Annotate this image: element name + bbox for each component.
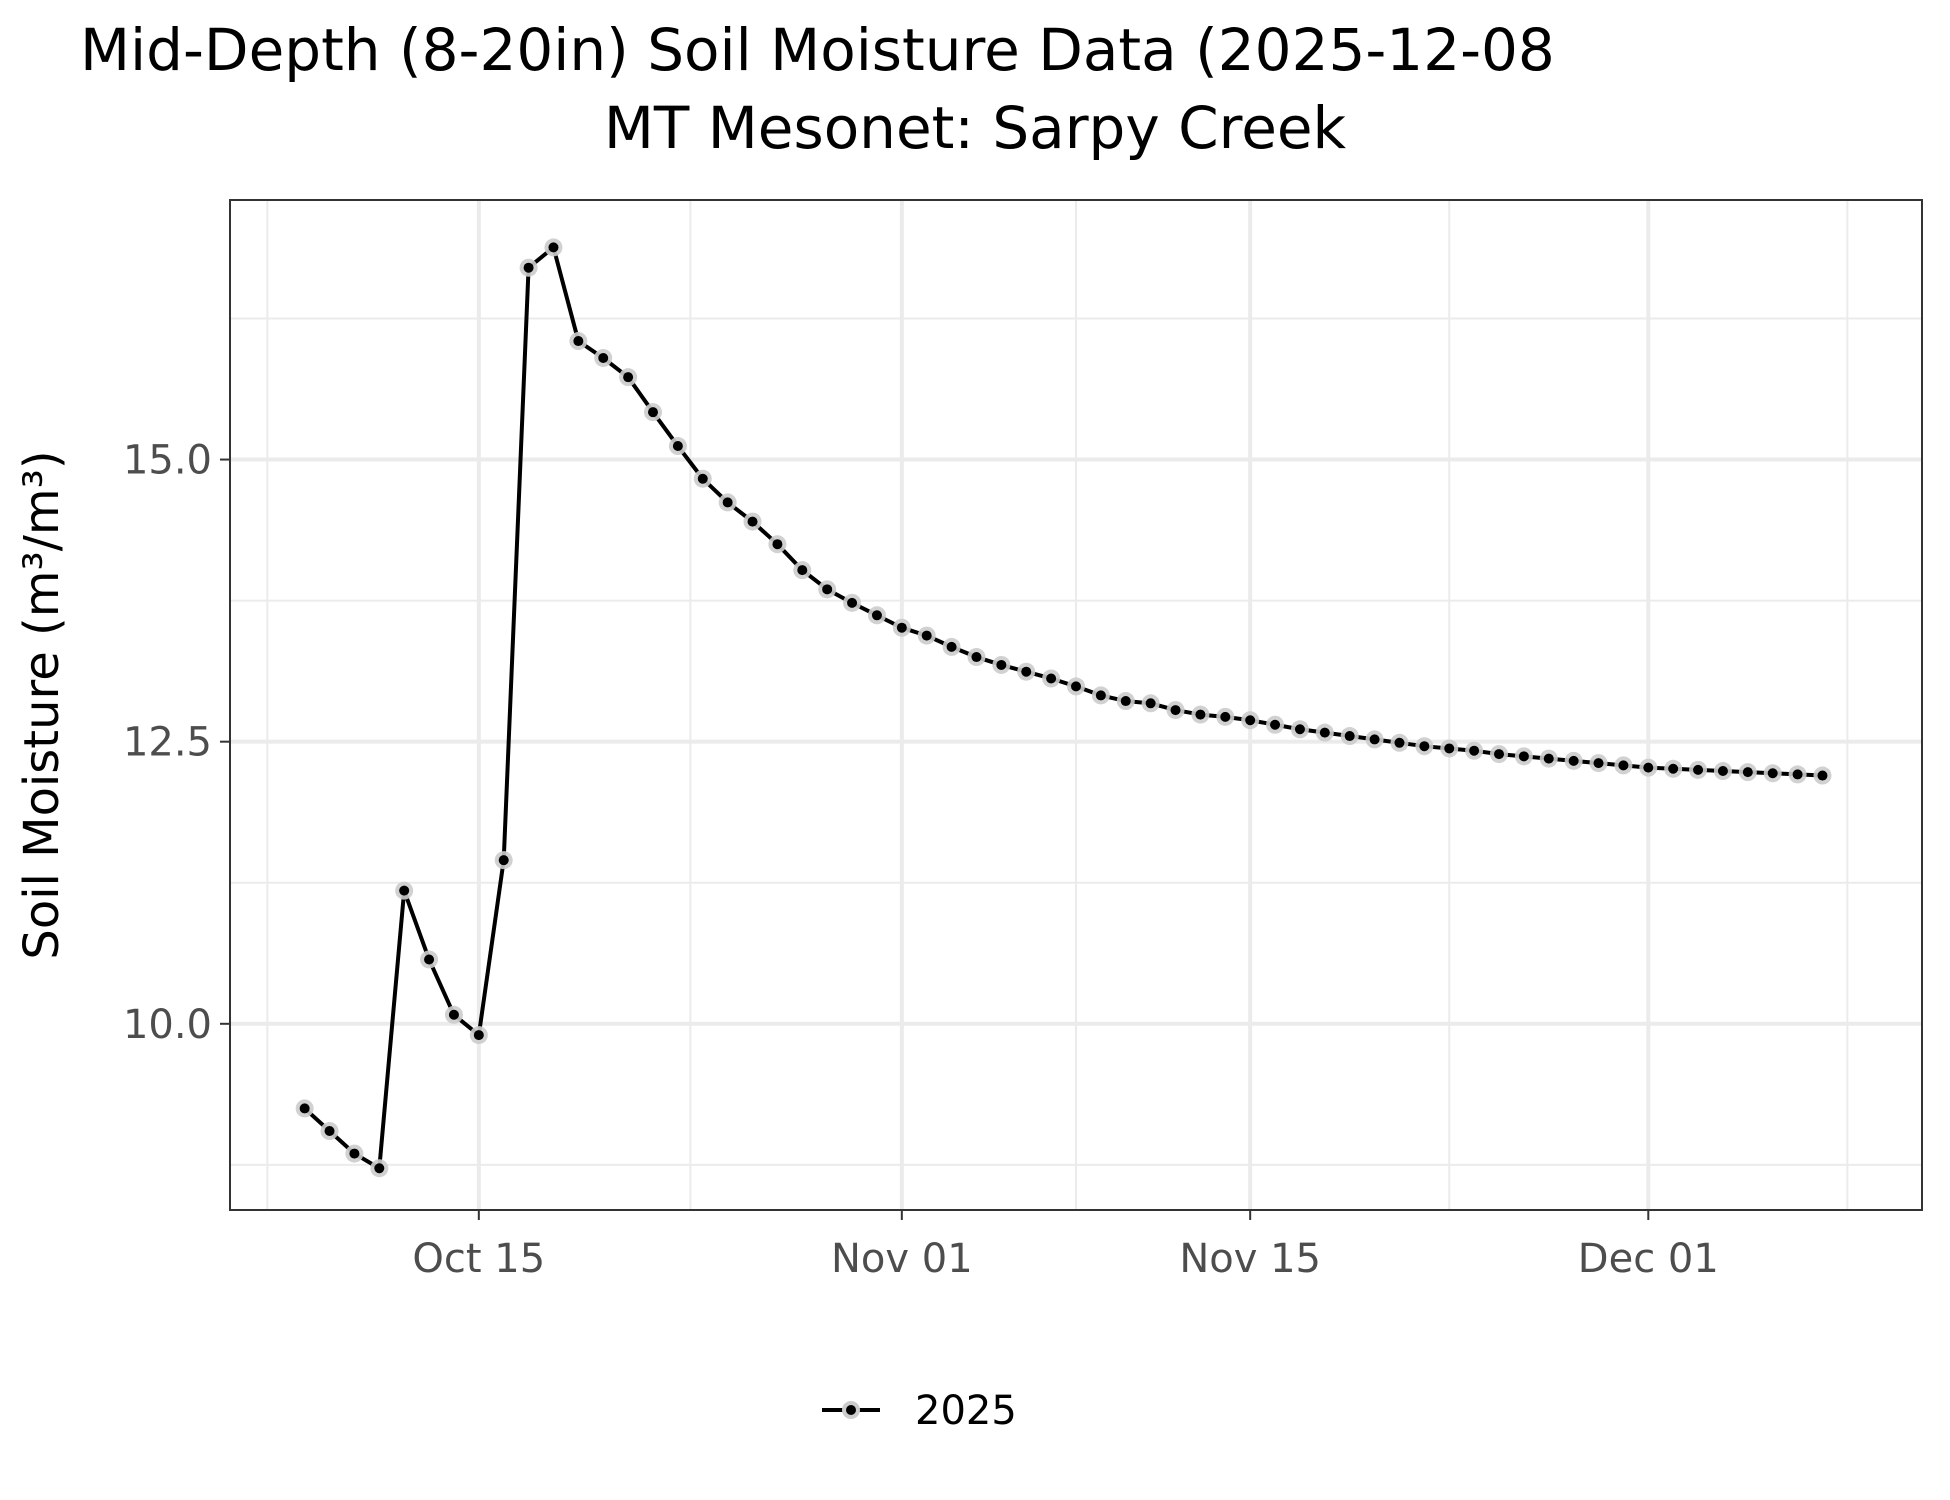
data-point xyxy=(822,584,833,595)
data-point xyxy=(1469,745,1480,756)
data-point xyxy=(946,641,957,652)
y-axis-title: Soil Moisture (m³/m³) xyxy=(14,450,70,959)
data-point xyxy=(1245,715,1256,726)
y-tick-label: 12.5 xyxy=(123,720,212,766)
series-line-2025 xyxy=(303,245,1823,1171)
data-point xyxy=(1717,766,1728,777)
data-point xyxy=(747,516,758,527)
data-point xyxy=(473,1030,484,1041)
chart-title: Mid-Depth (8-20in) Soil Moisture Data (2… xyxy=(80,16,1555,84)
data-point xyxy=(448,1009,459,1020)
data-point xyxy=(1817,770,1828,781)
data-point xyxy=(921,630,932,641)
data-point xyxy=(772,539,783,550)
data-point xyxy=(871,610,882,621)
data-point xyxy=(598,352,609,363)
x-tick-label: Dec 01 xyxy=(1578,1236,1719,1282)
data-point xyxy=(1270,719,1281,730)
y-axis: 10.0 12.5 15.0 xyxy=(123,438,230,1048)
data-point xyxy=(548,242,559,253)
data-point xyxy=(324,1126,335,1137)
data-point xyxy=(1444,743,1455,754)
data-point xyxy=(1294,724,1305,735)
data-point xyxy=(1767,768,1778,779)
data-point xyxy=(896,622,907,633)
data-point xyxy=(847,597,858,608)
data-point xyxy=(1195,709,1206,720)
data-point xyxy=(1394,737,1405,748)
minor-gridlines xyxy=(230,200,1922,1210)
data-point xyxy=(299,1103,310,1114)
data-point xyxy=(1792,769,1803,780)
y-tick-label: 15.0 xyxy=(123,438,212,484)
data-point xyxy=(1643,762,1654,773)
x-axis: Oct 15 Nov 01 Nov 15 Dec 01 xyxy=(412,1210,1719,1282)
data-point xyxy=(1220,711,1231,722)
data-point xyxy=(1095,690,1106,701)
data-point xyxy=(1618,760,1629,771)
data-point xyxy=(1319,727,1330,738)
data-point xyxy=(797,565,808,576)
data-point xyxy=(1170,705,1181,716)
legend-label: 2025 xyxy=(915,1388,1017,1434)
data-point xyxy=(374,1163,385,1174)
x-tick-label: Nov 15 xyxy=(1179,1236,1321,1282)
data-point xyxy=(1071,681,1081,692)
series-points-group xyxy=(295,238,1832,1178)
data-point xyxy=(573,336,584,347)
data-point xyxy=(1668,763,1679,774)
data-point xyxy=(498,855,509,866)
legend: 2025 xyxy=(822,1388,1017,1434)
data-point xyxy=(672,441,683,452)
x-tick-label: Oct 15 xyxy=(412,1236,545,1282)
data-point xyxy=(996,659,1007,670)
data-point xyxy=(1693,764,1704,775)
data-point xyxy=(523,262,534,273)
data-point xyxy=(349,1148,360,1159)
data-point xyxy=(1021,666,1032,677)
data-point xyxy=(623,372,634,383)
data-point xyxy=(399,885,410,896)
x-tick-label: Nov 01 xyxy=(831,1236,973,1282)
data-point xyxy=(1742,767,1753,778)
y-tick-label: 10.0 xyxy=(123,1002,212,1048)
data-point xyxy=(648,407,658,418)
legend-key-marker xyxy=(846,1405,856,1415)
data-point xyxy=(1046,673,1057,684)
data-point xyxy=(424,954,435,965)
series-line-group xyxy=(303,245,1823,1171)
plot-panel-border xyxy=(229,199,1923,1211)
major-gridlines xyxy=(230,200,1922,1210)
data-point xyxy=(1494,749,1504,760)
data-point xyxy=(1568,755,1579,766)
data-point xyxy=(971,652,982,663)
data-point xyxy=(1593,758,1604,769)
data-point xyxy=(1145,698,1156,709)
data-point xyxy=(1518,751,1529,762)
data-point xyxy=(1419,741,1430,752)
chart-subtitle: MT Mesonet: Sarpy Creek xyxy=(603,94,1347,162)
data-point xyxy=(1369,734,1380,745)
data-point xyxy=(1543,753,1554,764)
data-point xyxy=(722,497,733,508)
data-point xyxy=(697,473,708,484)
data-point xyxy=(1120,696,1131,707)
data-point xyxy=(1344,731,1355,742)
